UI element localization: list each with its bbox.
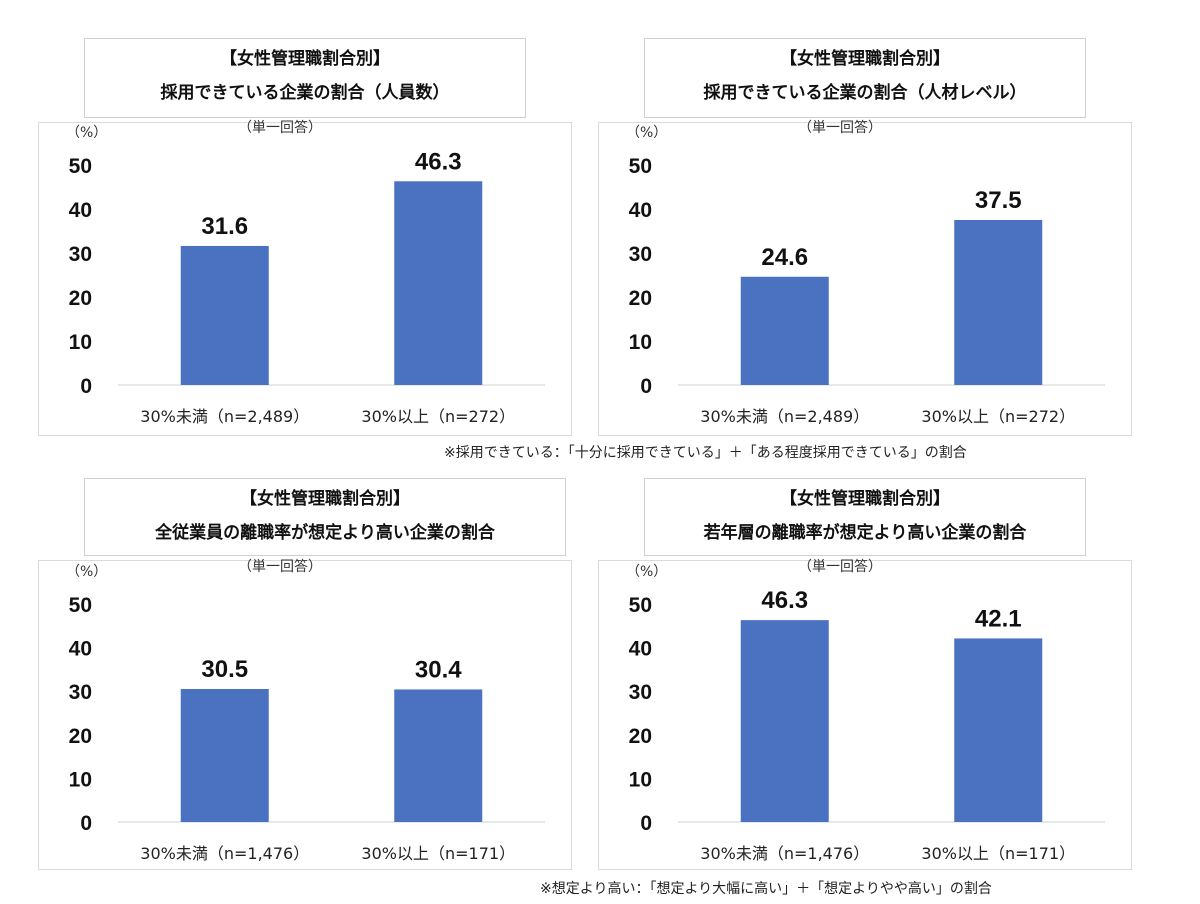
chart-title-box: 【女性管理職割合別】 採用できている企業の割合（人員数）	[84, 38, 526, 118]
chart-panel-overall-turnover	[38, 560, 572, 870]
chart-title-box: 【女性管理職割合別】 採用できている企業の割合（人材レベル）	[644, 38, 1086, 118]
bar-value-label: 37.5	[975, 187, 1022, 214]
chart-subtitle: （単一回答）	[238, 120, 322, 136]
y-tick-label: 30	[69, 681, 92, 704]
y-tick-label: 40	[69, 199, 92, 222]
x-category-label: 30%未満（n=1,476）	[700, 844, 869, 863]
chart-title-line1: 【女性管理職割合別】	[240, 489, 410, 509]
bar	[394, 689, 483, 822]
y-tick-label: 50	[629, 155, 652, 178]
x-category-label: 30%未満（n=2,489）	[700, 407, 869, 426]
y-tick-label: 10	[629, 331, 652, 354]
x-category-label: 30%未満（n=1,476）	[140, 844, 309, 863]
chart-title-line2: 若年層の離職率が想定より高い企業の割合	[703, 523, 1027, 543]
x-category-label: 30%以上（n=272）	[361, 407, 515, 426]
y-tick-label: 40	[69, 638, 92, 661]
y-tick-label: 0	[640, 375, 652, 398]
footnote-recruit-definition: ※採用できている：「十分に採用できている」＋「ある程度採用できている」の割合	[444, 445, 967, 461]
y-axis-unit: （%）	[626, 125, 667, 141]
bar	[954, 220, 1043, 385]
y-tick-label: 0	[80, 812, 92, 835]
chart-panel-recruit-talent-level	[598, 122, 1132, 436]
y-axis-unit: （%）	[66, 125, 107, 141]
y-tick-label: 50	[69, 155, 92, 178]
y-tick-label: 20	[69, 287, 92, 310]
chart-title-line2: 採用できている企業の割合（人員数）	[160, 83, 450, 103]
bar-value-label: 24.6	[761, 244, 808, 271]
bar-value-label: 31.6	[201, 213, 248, 240]
y-tick-label: 40	[629, 199, 652, 222]
bar	[954, 638, 1043, 822]
y-tick-label: 50	[69, 594, 92, 617]
chart-subtitle: （単一回答）	[238, 559, 322, 575]
y-tick-label: 20	[629, 725, 652, 748]
x-category-label: 30%以上（n=171）	[921, 844, 1075, 863]
y-tick-label: 20	[629, 287, 652, 310]
chart-title-line1: 【女性管理職割合別】	[780, 489, 950, 509]
y-tick-label: 0	[640, 812, 652, 835]
y-tick-label: 30	[629, 243, 652, 266]
chart-title-line2: 全従業員の離職率が想定より高い企業の割合	[155, 523, 495, 543]
y-tick-label: 30	[629, 681, 652, 704]
bar-value-label: 46.3	[761, 587, 808, 614]
x-category-label: 30%以上（n=272）	[921, 407, 1075, 426]
chart-title-box: 【女性管理職割合別】 若年層の離職率が想定より高い企業の割合	[644, 478, 1086, 556]
chart-title-line1: 【女性管理職割合別】	[780, 49, 950, 69]
bar	[740, 620, 829, 822]
bar-value-label: 30.4	[415, 656, 462, 683]
chart-panel-recruit-headcount	[38, 122, 572, 436]
chart-subtitle: （単一回答）	[798, 120, 882, 136]
bar-value-label: 46.3	[415, 148, 462, 175]
x-category-label: 30%未満（n=2,489）	[140, 407, 309, 426]
y-tick-label: 0	[80, 375, 92, 398]
y-tick-label: 10	[69, 768, 92, 791]
y-tick-label: 10	[69, 331, 92, 354]
y-tick-label: 40	[629, 638, 652, 661]
y-axis-unit: （%）	[66, 564, 107, 580]
bar	[180, 689, 269, 822]
bar	[394, 181, 483, 385]
y-axis-unit: （%）	[626, 564, 667, 580]
y-tick-label: 10	[629, 768, 652, 791]
footnote-turnover-definition: ※想定より高い：「想定より大幅に高い」＋「想定よりやや高い」の割合	[540, 881, 992, 897]
y-tick-label: 30	[69, 243, 92, 266]
chart-subtitle: （単一回答）	[798, 559, 882, 575]
bar	[180, 245, 269, 385]
y-tick-label: 50	[629, 594, 652, 617]
chart-title-box: 【女性管理職割合別】 全従業員の離職率が想定より高い企業の割合	[84, 478, 566, 556]
bar	[740, 276, 829, 385]
x-category-label: 30%以上（n=171）	[361, 844, 515, 863]
chart-title-line1: 【女性管理職割合別】	[220, 49, 390, 69]
chart-panel-young-turnover	[598, 560, 1132, 870]
bar-value-label: 42.1	[975, 605, 1022, 632]
y-tick-label: 20	[69, 725, 92, 748]
chart-title-line2: 採用できている企業の割合（人材レベル）	[703, 83, 1027, 103]
bar-value-label: 30.5	[201, 656, 248, 683]
